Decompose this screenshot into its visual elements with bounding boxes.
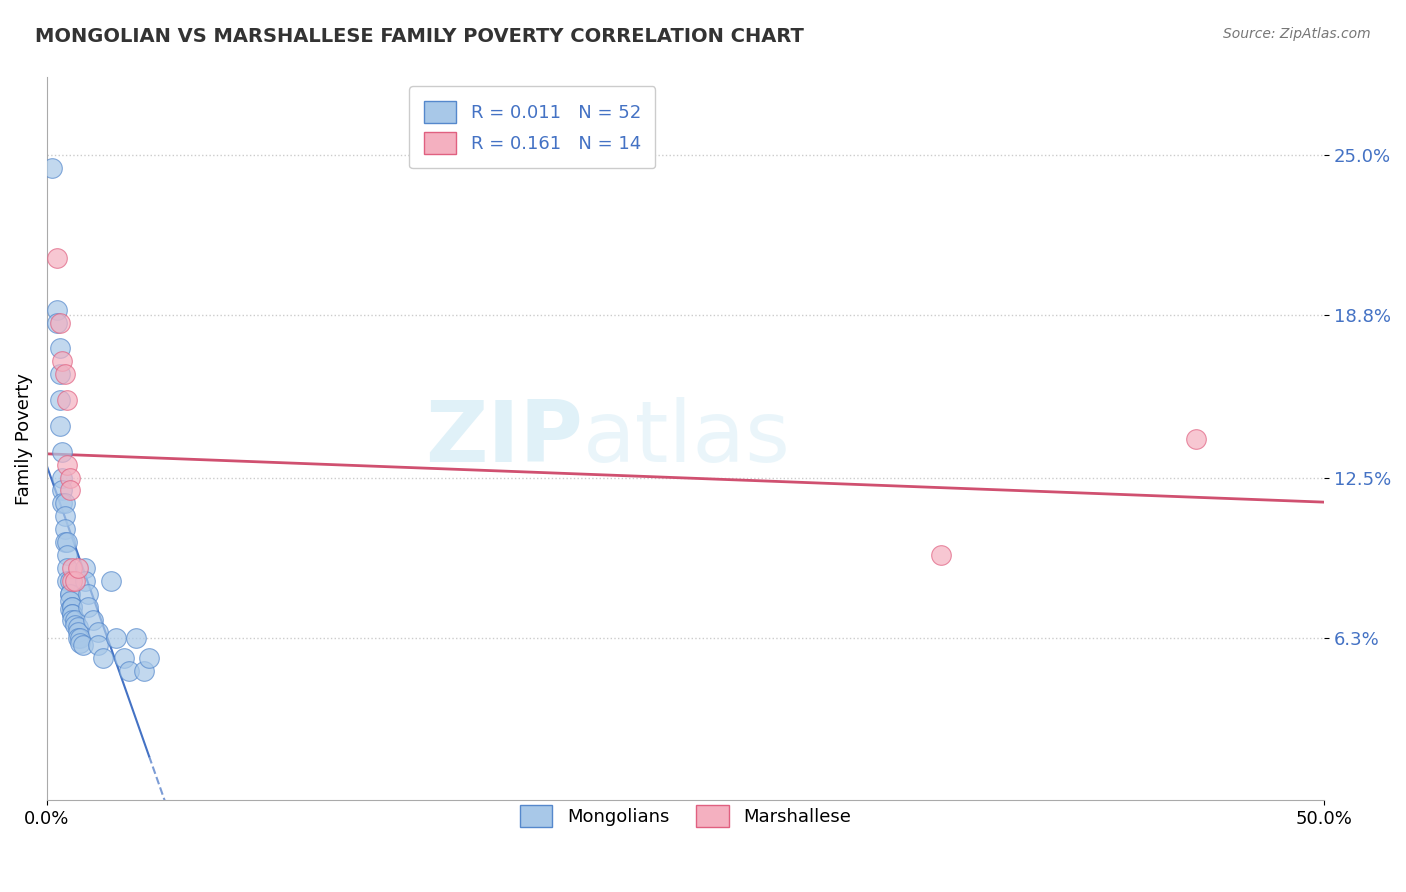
Point bbox=[132, 664, 155, 678]
Point bbox=[76, 587, 98, 601]
Point bbox=[112, 651, 135, 665]
Text: atlas: atlas bbox=[583, 397, 792, 480]
Point bbox=[62, 599, 84, 614]
Point bbox=[63, 574, 86, 588]
Point bbox=[51, 496, 73, 510]
Point bbox=[46, 302, 69, 317]
Point bbox=[66, 620, 89, 634]
Point bbox=[59, 594, 82, 608]
Point bbox=[66, 631, 89, 645]
Point bbox=[51, 354, 73, 368]
Point bbox=[56, 561, 79, 575]
Point bbox=[46, 251, 69, 265]
Point bbox=[48, 342, 70, 356]
Point bbox=[62, 561, 84, 575]
Y-axis label: Family Poverty: Family Poverty bbox=[15, 373, 32, 505]
Text: Source: ZipAtlas.com: Source: ZipAtlas.com bbox=[1223, 27, 1371, 41]
Point bbox=[82, 613, 104, 627]
Point bbox=[138, 651, 160, 665]
Point bbox=[62, 574, 84, 588]
Point bbox=[929, 548, 952, 562]
Text: MONGOLIAN VS MARSHALLESE FAMILY POVERTY CORRELATION CHART: MONGOLIAN VS MARSHALLESE FAMILY POVERTY … bbox=[35, 27, 804, 45]
Point bbox=[56, 548, 79, 562]
Point bbox=[56, 574, 79, 588]
Point bbox=[59, 587, 82, 601]
Point bbox=[59, 587, 82, 601]
Point bbox=[59, 574, 82, 588]
Point bbox=[69, 631, 91, 645]
Point bbox=[1185, 432, 1208, 446]
Point bbox=[75, 561, 97, 575]
Point bbox=[87, 638, 110, 652]
Point bbox=[63, 613, 86, 627]
Point bbox=[100, 574, 122, 588]
Point bbox=[51, 483, 73, 498]
Point bbox=[104, 631, 127, 645]
Point bbox=[91, 651, 114, 665]
Point bbox=[53, 535, 76, 549]
Point bbox=[62, 607, 84, 622]
Point bbox=[53, 509, 76, 524]
Point bbox=[41, 161, 63, 175]
Point bbox=[53, 496, 76, 510]
Point bbox=[48, 393, 70, 408]
Point bbox=[56, 393, 79, 408]
Point bbox=[51, 470, 73, 484]
Point bbox=[117, 664, 139, 678]
Point bbox=[56, 535, 79, 549]
Point bbox=[51, 444, 73, 458]
Point bbox=[63, 617, 86, 632]
Text: ZIP: ZIP bbox=[426, 397, 583, 480]
Point bbox=[87, 625, 110, 640]
Point bbox=[69, 636, 91, 650]
Point bbox=[53, 522, 76, 536]
Legend: Mongolians, Marshallese: Mongolians, Marshallese bbox=[513, 798, 858, 835]
Point bbox=[62, 599, 84, 614]
Point bbox=[56, 458, 79, 472]
Point bbox=[59, 483, 82, 498]
Point bbox=[48, 418, 70, 433]
Point bbox=[62, 613, 84, 627]
Point bbox=[59, 602, 82, 616]
Point bbox=[76, 599, 98, 614]
Point bbox=[66, 625, 89, 640]
Point bbox=[48, 368, 70, 382]
Point bbox=[125, 631, 148, 645]
Point bbox=[66, 561, 89, 575]
Point bbox=[75, 574, 97, 588]
Point bbox=[72, 638, 94, 652]
Point bbox=[53, 368, 76, 382]
Point bbox=[59, 470, 82, 484]
Point bbox=[62, 607, 84, 622]
Point bbox=[46, 316, 69, 330]
Point bbox=[48, 316, 70, 330]
